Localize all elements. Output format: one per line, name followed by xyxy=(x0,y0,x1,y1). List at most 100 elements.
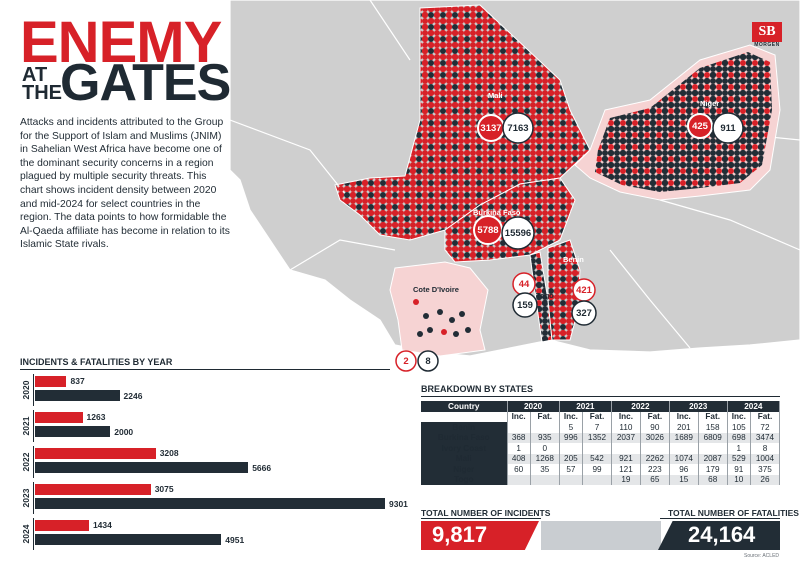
mali-incidents-bubble: 3137 xyxy=(477,114,505,142)
publisher-logo: SB MORGEN xyxy=(752,22,782,50)
breakdown-cell xyxy=(611,443,641,454)
breakdown-cell: 2262 xyxy=(640,453,670,464)
total-incidents-value: 9,817 xyxy=(432,522,488,547)
svg-text:2: 2 xyxy=(403,356,408,367)
breakdown-cell xyxy=(530,422,560,433)
breakdown-body: Inc. Fat. Inc. Fat. Inc. Fat. Inc. Fat. Inc. Fat.… xyxy=(421,411,781,485)
title-enemy: ENEMY xyxy=(20,10,222,75)
breakdown-country: Togo xyxy=(421,474,508,485)
breakdown-cell: 1074 xyxy=(669,453,699,464)
total-fatalities-rule xyxy=(660,518,780,519)
svg-text:911: 911 xyxy=(720,123,736,134)
breakdown-cell: 57 xyxy=(559,464,584,475)
year-label-text: 2022 xyxy=(21,452,31,472)
year-label: 2022 xyxy=(20,444,32,480)
breakdown-country: Benin xyxy=(421,422,508,433)
year-label: 2021 xyxy=(20,408,32,444)
breakdown-row: Mali 408 1268 205 542 921 2262 1074 2087 529 1004 xyxy=(421,453,781,464)
year-label-text: 2021 xyxy=(21,416,31,436)
bar-fatalities xyxy=(35,390,120,401)
subheader-inc: Inc. xyxy=(507,411,531,422)
bar-incidents-label: 3075 xyxy=(154,484,174,494)
svg-text:425: 425 xyxy=(692,121,709,132)
year-row-0: 2020 837 2246 xyxy=(20,372,400,408)
total-incidents-label: TOTAL NUMBER OF INCIDENTS xyxy=(421,508,551,518)
svg-text:159: 159 xyxy=(517,300,533,311)
bar-fatalities-label: 2000 xyxy=(114,427,134,437)
year-label: 2024 xyxy=(20,516,32,552)
breakdown-cell: 1 xyxy=(507,443,531,454)
bar-fatalities xyxy=(35,534,222,545)
year-row-4: 2024 1434 4951 xyxy=(20,516,400,552)
breakdown-cell xyxy=(698,443,728,454)
subheader-inc: Inc. xyxy=(559,411,584,422)
breakdown-cell xyxy=(559,474,584,485)
svg-text:15596: 15596 xyxy=(505,228,531,239)
breakdown-cell: 121 xyxy=(611,464,641,475)
breakdown-country: Niger xyxy=(421,464,508,475)
breakdown-cell: 35 xyxy=(530,464,560,475)
bar-incidents-label: 837 xyxy=(70,376,85,386)
breakdown-cell: 3474 xyxy=(750,432,781,443)
burkina-faso-fatalities-bubble: 15596 xyxy=(501,216,535,250)
breakdown-cell: 1 xyxy=(727,443,751,454)
cote-divoire-incidents-bubble: 2 xyxy=(395,350,417,372)
breakdown-cell: 1352 xyxy=(582,432,612,443)
bar-incidents xyxy=(35,376,67,387)
bar-fatalities xyxy=(35,462,249,473)
breakdown-cell: 375 xyxy=(750,464,781,475)
year-axis-tick xyxy=(33,410,34,442)
breakdown-cell: 91 xyxy=(727,464,751,475)
logo-mark: SB xyxy=(752,22,782,42)
breakdown-cell: 368 xyxy=(507,432,531,443)
breakdown-cell: 935 xyxy=(530,432,560,443)
breakdown-cell: 3026 xyxy=(640,432,670,443)
breakdown-cell: 7 xyxy=(582,422,612,433)
map-label-mali: Mali xyxy=(488,91,503,100)
total-incidents-box xyxy=(421,521,539,550)
year-row-1: 2021 1263 2000 xyxy=(20,408,400,444)
mali-shape xyxy=(334,4,591,241)
breakdown-row: Benin 5 7 110 90 201 158 105 72 xyxy=(421,422,781,433)
year-axis-tick xyxy=(33,446,34,478)
header-2022: 2022 xyxy=(611,401,670,412)
bar-incidents-label: 3208 xyxy=(159,448,179,458)
breakdown-cell: 68 xyxy=(698,474,728,485)
year-axis-tick xyxy=(33,518,34,550)
breakdown-cell xyxy=(669,443,699,454)
cote-divoire-incidents xyxy=(413,299,471,337)
breakdown-cell: 2037 xyxy=(611,432,641,443)
bar-fatalities xyxy=(35,498,385,509)
breakdown-cell: 96 xyxy=(669,464,699,475)
breakdown-cell: 201 xyxy=(669,422,699,433)
svg-text:327: 327 xyxy=(576,308,592,319)
breakdown-cell: 408 xyxy=(507,453,531,464)
breakdown-cell xyxy=(582,443,612,454)
breakdown-cell: 26 xyxy=(750,474,781,485)
breakdown-cell: 698 xyxy=(727,432,751,443)
bar-fatalities-label: 4951 xyxy=(225,535,245,545)
subheader-blank xyxy=(421,411,508,422)
year-label: 2020 xyxy=(20,372,32,408)
breakdown-cell: 15 xyxy=(669,474,699,485)
header-2020: 2020 xyxy=(507,401,560,412)
breakdown-title: BREAKDOWN BY STATES xyxy=(421,384,534,394)
breakdown-cell: 0 xyxy=(530,443,560,454)
map-label-burkina-faso: Burkina Faso xyxy=(473,208,521,217)
breakdown-cell: 8 xyxy=(750,443,781,454)
region-map: Mali Niger Burkina Faso Benin Togo Cote … xyxy=(230,0,800,400)
breakdown-cell: 60 xyxy=(507,464,531,475)
year-row-2: 2022 3208 5666 xyxy=(20,444,400,480)
subheader-inc: Inc. xyxy=(727,411,751,422)
bar-incidents-label: 1434 xyxy=(92,520,112,530)
breakdown-cell: 1689 xyxy=(669,432,699,443)
map-label-benin: Benin xyxy=(563,255,584,264)
svg-text:3137: 3137 xyxy=(480,123,501,134)
niger-incidents xyxy=(595,52,772,192)
niger-fatalities-bubble: 911 xyxy=(712,112,744,144)
breakdown-cell: 205 xyxy=(559,453,584,464)
bar-fatalities-label: 5666 xyxy=(252,463,272,473)
breakdown-cell: 179 xyxy=(698,464,728,475)
bar-incidents xyxy=(35,448,156,459)
breakdown-cell xyxy=(559,443,584,454)
